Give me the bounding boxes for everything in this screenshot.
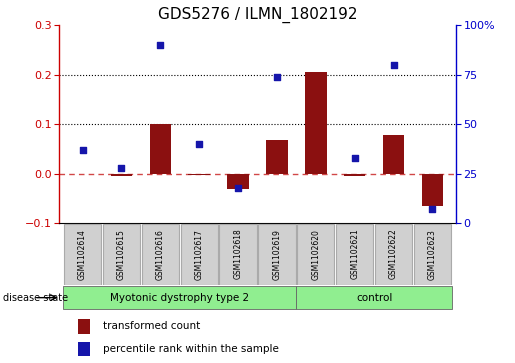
Text: control: control (356, 293, 392, 303)
Bar (188, 174, 210, 175)
Text: percentile rank within the sample: percentile rank within the sample (103, 344, 279, 354)
Bar (305, 72, 327, 174)
Text: GSM1102614: GSM1102614 (78, 229, 87, 280)
Point (273, 74, 281, 80)
Point (312, 17, 320, 23)
Text: GSM1102623: GSM1102623 (428, 229, 437, 280)
Bar (78, 319, 90, 334)
Bar (150, 124, 171, 174)
Bar (103, 224, 140, 285)
Text: GSM1102617: GSM1102617 (195, 229, 204, 280)
Bar (266, 140, 288, 174)
Bar (64, 224, 101, 285)
Text: GSM1102622: GSM1102622 (389, 229, 398, 280)
Text: GSM1102616: GSM1102616 (156, 229, 165, 280)
Bar (422, 174, 443, 206)
Bar (219, 224, 256, 285)
Text: transformed count: transformed count (103, 321, 200, 331)
Point (428, 207, 437, 212)
Bar (375, 224, 412, 285)
Bar (63, 286, 296, 309)
Point (389, 62, 398, 68)
Bar (296, 286, 452, 309)
Text: GSM1102615: GSM1102615 (117, 229, 126, 280)
Bar (383, 135, 404, 174)
Bar (111, 174, 132, 176)
Point (351, 155, 359, 161)
Text: GSM1102620: GSM1102620 (311, 229, 320, 280)
Bar (227, 174, 249, 189)
Text: GSM1102619: GSM1102619 (272, 229, 281, 280)
Title: GDS5276 / ILMN_1802192: GDS5276 / ILMN_1802192 (158, 7, 357, 23)
Text: Myotonic dystrophy type 2: Myotonic dystrophy type 2 (110, 293, 249, 303)
Point (117, 165, 126, 171)
Text: GSM1102621: GSM1102621 (350, 229, 359, 280)
Bar (142, 224, 179, 285)
Text: disease state: disease state (3, 293, 67, 303)
Bar (78, 342, 90, 356)
Point (195, 141, 203, 147)
Point (234, 185, 242, 191)
Bar (297, 224, 334, 285)
Bar (344, 174, 365, 176)
Bar (181, 224, 218, 285)
Bar (336, 224, 373, 285)
Text: GSM1102618: GSM1102618 (234, 229, 243, 280)
Bar (414, 224, 451, 285)
Point (156, 42, 164, 48)
Point (78, 147, 87, 153)
Bar (259, 224, 296, 285)
